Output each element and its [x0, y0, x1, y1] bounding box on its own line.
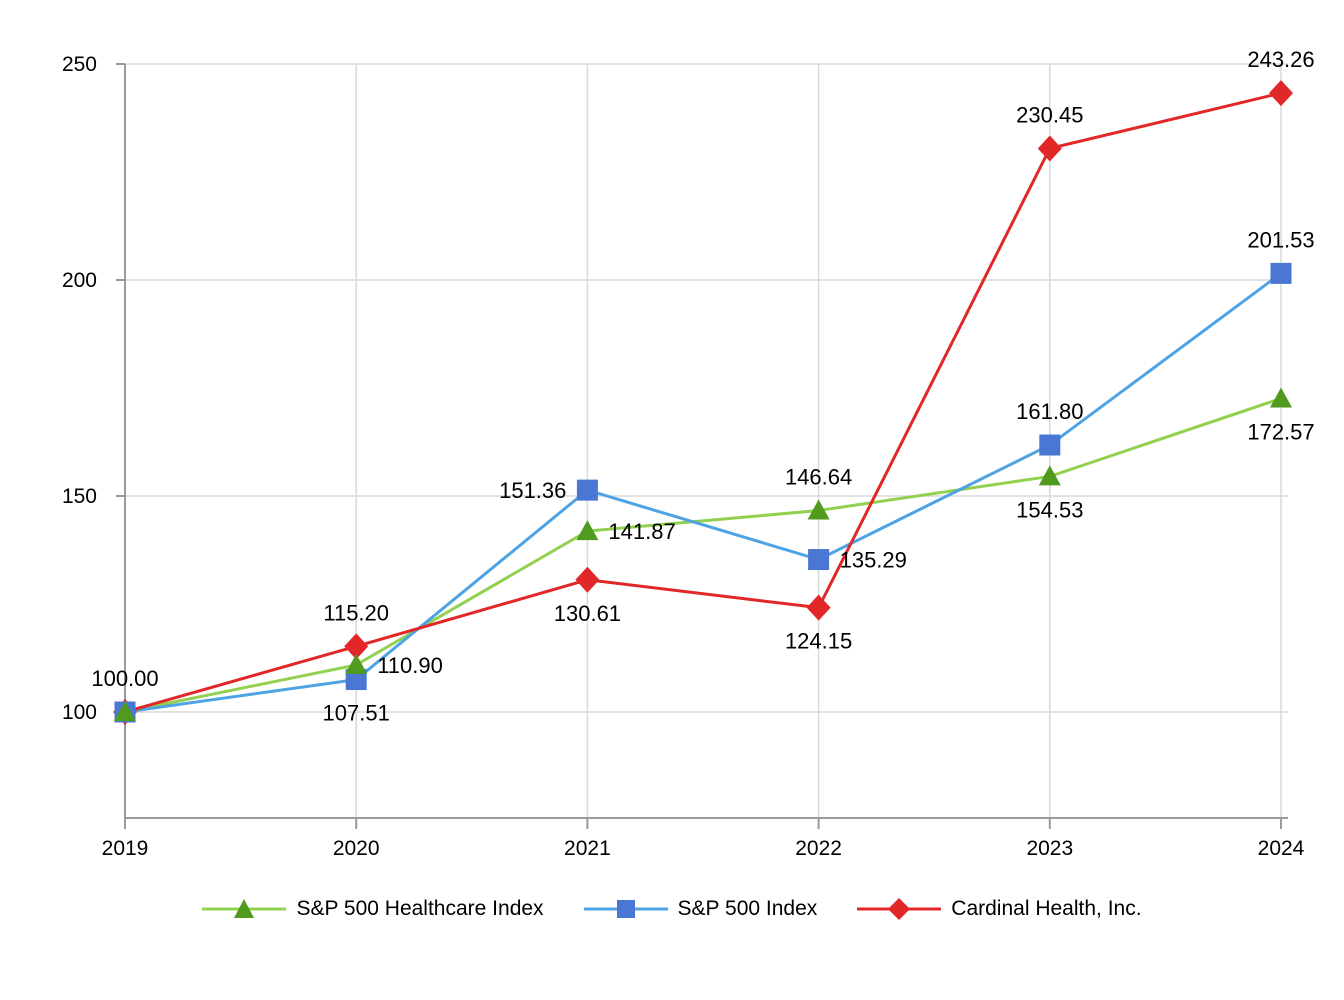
- data-point-label: 146.64: [785, 465, 852, 490]
- legend-item: Cardinal Health, Inc.: [857, 896, 1142, 922]
- data-point-marker: [576, 520, 599, 541]
- legend-marker: [616, 900, 635, 918]
- y-tick-label: 100: [62, 701, 97, 724]
- data-point-marker: [114, 701, 136, 721]
- data-point-label: 107.51: [323, 701, 390, 726]
- legend-label: S&P 500 Healthcare Index: [296, 897, 544, 920]
- series-line: [124, 272, 1282, 714]
- data-point-label: 115.20: [323, 600, 389, 625]
- data-point-label: 230.45: [1016, 102, 1083, 127]
- x-tick-label: 2020: [333, 837, 380, 860]
- series-line: [124, 91, 1282, 714]
- legend-label: Cardinal Health, Inc.: [951, 897, 1142, 920]
- data-point-marker: [1269, 80, 1293, 107]
- x-tick-label: 2019: [102, 837, 149, 860]
- legend-item: S&P 500 Healthcare Index: [202, 896, 544, 922]
- y-tick-label: 250: [62, 53, 97, 76]
- triangle-legend-marker-icon: [202, 899, 287, 918]
- data-point-marker: [576, 479, 598, 501]
- data-point-label: 161.80: [1016, 399, 1083, 424]
- data-point-label: 172.57: [1247, 419, 1314, 444]
- data-point-marker: [1270, 387, 1292, 408]
- data-point-marker: [1037, 135, 1062, 162]
- x-tick-label: 2024: [1258, 837, 1305, 860]
- data-point-marker: [575, 566, 600, 593]
- data-point-label: 100.00: [91, 666, 158, 691]
- data-point-label: 141.87: [608, 519, 675, 544]
- data-point-label: 201.53: [1247, 227, 1314, 252]
- data-point-label: 135.29: [840, 548, 907, 573]
- legend-marker: [234, 899, 255, 918]
- data-point-marker: [345, 653, 368, 674]
- x-tick-label: 2023: [1026, 837, 1073, 860]
- square-legend-marker-icon: [583, 900, 668, 918]
- data-point-marker: [1038, 465, 1061, 486]
- x-tick-label: 2022: [795, 837, 842, 860]
- diamond-legend-marker-icon: [857, 898, 942, 920]
- y-tick-label: 150: [62, 485, 97, 508]
- y-tick-label: 200: [62, 269, 97, 292]
- data-point-marker: [808, 549, 830, 571]
- chart-legend: S&P 500 Healthcare Index S&P 500 Index Car…: [0, 896, 1344, 922]
- data-point-marker: [806, 594, 831, 621]
- data-point-marker: [807, 499, 830, 520]
- data-point-label: 151.36: [499, 478, 566, 503]
- data-point-marker: [344, 633, 369, 660]
- data-point-label: 124.15: [785, 629, 852, 654]
- series-line: [124, 397, 1282, 714]
- data-point-label: 130.61: [554, 601, 621, 626]
- legend-marker: [888, 898, 911, 920]
- data-point-marker: [1270, 262, 1292, 284]
- data-point-marker: [1039, 434, 1061, 456]
- legend-item: S&P 500 Index: [583, 896, 818, 922]
- x-tick-label: 2021: [564, 837, 611, 860]
- data-point-label: 243.26: [1247, 47, 1314, 72]
- data-point-label: 110.90: [377, 653, 443, 678]
- legend-label: S&P 500 Index: [677, 897, 818, 920]
- data-point-marker: [345, 669, 367, 691]
- data-point-label: 154.53: [1016, 497, 1083, 522]
